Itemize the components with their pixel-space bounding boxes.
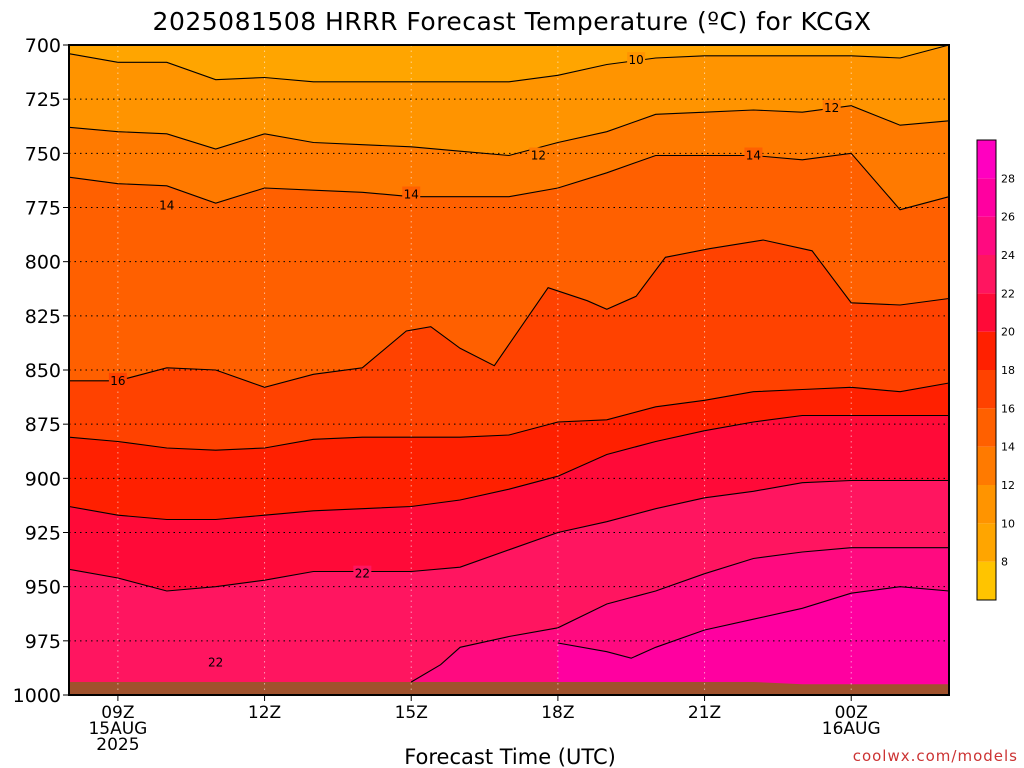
contour-label-bg — [206, 654, 225, 670]
colorbar-tick-label: 14 — [1001, 441, 1015, 454]
colorbar-swatch — [977, 485, 996, 524]
colorbar-tick-label: 8 — [1001, 556, 1008, 569]
contour-label-bg — [627, 52, 646, 68]
y-tick-label: 875 — [25, 414, 61, 436]
y-tick-label: 975 — [25, 631, 61, 653]
contour-18 — [68, 382, 950, 451]
contour-22 — [68, 479, 949, 592]
y-tick-label: 1000 — [13, 685, 61, 707]
x-tick-label: 00Z — [835, 703, 868, 723]
contour-24 — [410, 547, 949, 683]
colorbar-tick-label: 26 — [1001, 211, 1015, 224]
contour-label: 12 — [531, 149, 546, 163]
colorbar-tick-label: 18 — [1001, 364, 1015, 377]
x-tick-label: 2025 — [96, 735, 139, 755]
colorbar-tick-label: 16 — [1001, 402, 1015, 415]
contour-label: 16 — [110, 374, 125, 388]
contour-label-bg — [353, 565, 372, 581]
contour-label-bg — [529, 147, 548, 163]
x-tick-label: 21Z — [688, 703, 721, 723]
contour-26 — [557, 586, 950, 659]
chart-title: 2025081508 HRRR Forecast Temperature (ºC… — [153, 7, 872, 36]
x-axis-label: Forecast Time (UTC) — [404, 745, 616, 768]
colorbar-swatch — [977, 561, 996, 600]
contour-label: 14 — [159, 198, 174, 212]
colorbar-swatch — [977, 178, 996, 217]
colorbar-swatch — [977, 370, 996, 409]
colorbar-tick-label: 20 — [1001, 326, 1015, 339]
ground-area — [69, 682, 949, 695]
x-tick-label: 15Z — [395, 703, 428, 723]
colorbar-swatch — [977, 408, 996, 447]
colorbar-frame — [976, 139, 997, 601]
contour-12 — [68, 105, 950, 157]
contour-label: 12 — [824, 101, 839, 115]
y-tick-label: 850 — [25, 360, 61, 382]
contour-label: 22 — [355, 567, 370, 581]
colorbar-tick-label: 22 — [1001, 287, 1015, 300]
contour-label: 14 — [746, 149, 761, 163]
contour-lines — [68, 44, 950, 683]
colorbar-legend: 8 10 12 14 16 18 20 22 24 26 28 — [976, 139, 1015, 601]
contour-label-bg — [157, 197, 176, 213]
y-tick-label: 925 — [25, 523, 61, 545]
y-tick-label: 825 — [25, 306, 61, 328]
contour-label: 22 — [208, 656, 223, 670]
colorbar-swatch — [977, 293, 996, 332]
y-tick-label: 950 — [25, 577, 61, 599]
y-tick-label: 775 — [25, 198, 61, 220]
colorbar-swatch — [977, 216, 996, 255]
colorbar-swatch — [977, 331, 996, 370]
credit-text: coolwx.com/models — [853, 747, 1018, 765]
contour-label-bg — [108, 372, 127, 388]
contour-label: 10 — [628, 53, 643, 67]
x-tick-label: 09Z — [101, 703, 134, 723]
contour-20 — [68, 414, 949, 521]
contour-10 — [68, 44, 950, 83]
contour-label-bg — [744, 147, 763, 163]
contour-label: 14 — [404, 188, 419, 202]
contour-14 — [68, 152, 950, 211]
colorbar-swatch — [977, 140, 996, 179]
y-tick-label: 750 — [25, 143, 61, 165]
contour-label-bg — [822, 99, 841, 115]
colorbar-tick-label: 12 — [1001, 479, 1015, 492]
colorbar-swatch — [977, 255, 996, 294]
colorbar-tick-label: 10 — [1001, 517, 1015, 530]
terrain-fill — [69, 682, 949, 695]
contour-labels: 10 12 12 14 14 14 16 22 22 — [108, 52, 841, 670]
x-tick-label: 18Z — [541, 703, 574, 723]
x-tick-label: 16AUG — [822, 719, 881, 739]
colorbar-swatch — [977, 446, 996, 485]
colorbar-tick-label: 24 — [1001, 249, 1015, 262]
contour-16 — [69, 239, 950, 388]
y-tick-label: 700 — [25, 35, 61, 57]
colorbar-tick-label: 28 — [1001, 172, 1015, 185]
x-tick-label: 15AUG — [88, 719, 147, 739]
y-tick-label: 800 — [25, 252, 61, 274]
contour-label-bg — [402, 186, 421, 202]
y-tick-label: 900 — [25, 468, 61, 490]
colorbar-swatch — [977, 523, 996, 562]
x-tick-label: 12Z — [248, 703, 281, 723]
y-tick-label: 725 — [25, 89, 61, 111]
y-axis: 700 725 750 775 800 825 850 875 900 925 950 975 1000 — [13, 35, 69, 707]
